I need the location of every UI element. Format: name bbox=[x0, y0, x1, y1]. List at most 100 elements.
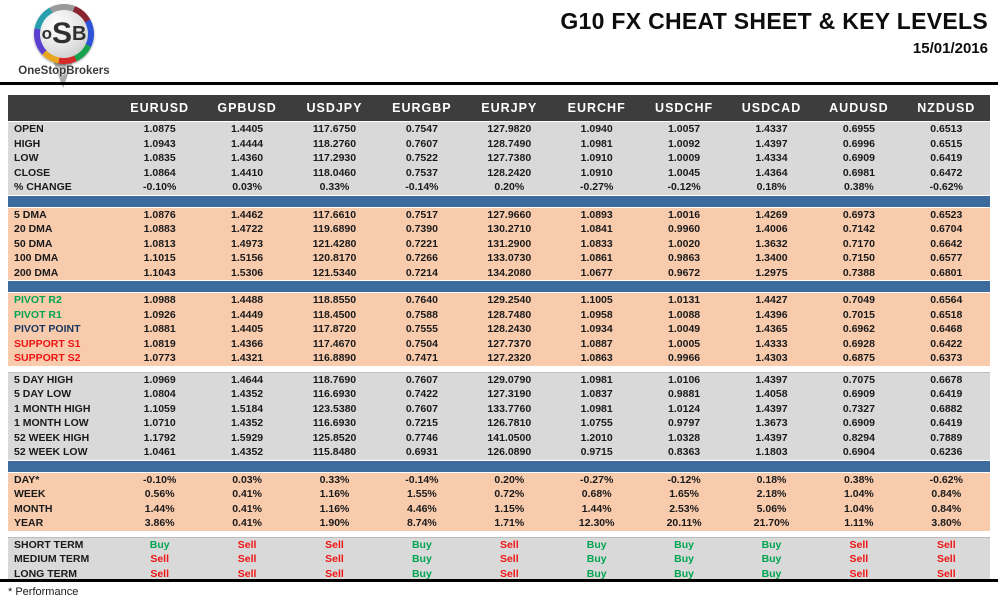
table-cell: 121.4280 bbox=[312, 237, 357, 250]
table-cell: 0.7504 bbox=[405, 337, 438, 350]
table-cell: 0.6931 bbox=[405, 446, 438, 458]
table-cell: 1.4488 bbox=[231, 294, 264, 306]
table-cell: 0.7537 bbox=[405, 166, 438, 179]
row-label: SUPPORT S2 bbox=[14, 352, 81, 364]
column-header-gpbusd: GPBUSD bbox=[217, 101, 277, 115]
table-cell: 1.0328 bbox=[668, 431, 701, 444]
table-cell: 1.0943 bbox=[143, 137, 176, 150]
table-cell: 1.4352 bbox=[231, 446, 264, 458]
table-cell: 0.6577 bbox=[930, 252, 963, 264]
table-cell: Buy bbox=[761, 553, 782, 565]
table-cell: 0.6513 bbox=[930, 123, 963, 135]
report-date: 15/01/2016 bbox=[912, 40, 988, 57]
table-cell: 127.7380 bbox=[487, 152, 532, 164]
table-cell: -0.62% bbox=[929, 181, 963, 193]
table-row-support-s1: SUPPORT S1 1.0819 1.4366 117.4670 0.7504 127.… bbox=[8, 337, 990, 352]
table-cell: 128.2420 bbox=[487, 166, 532, 179]
table-cell: 0.6642 bbox=[930, 237, 963, 250]
row-label: 5 DAY HIGH bbox=[14, 373, 73, 386]
table-cell: 0.7015 bbox=[842, 308, 875, 321]
table-cell: -0.27% bbox=[580, 181, 614, 193]
table-row-high: HIGH 1.0943 1.4444 118.2760 0.7607 128.7490 1.… bbox=[8, 137, 990, 152]
row-label: SUPPORT S1 bbox=[14, 337, 81, 350]
table-cell: 0.6472 bbox=[930, 166, 963, 179]
table-row-medium-term: MEDIUM TERM Sell Sell Sell Buy Sell Buy Buy Buy S… bbox=[8, 552, 990, 567]
table-cell: 1.1803 bbox=[755, 446, 788, 458]
table-cell: 116.6930 bbox=[312, 388, 357, 400]
table-row-5-dma: 5 DMA 1.0876 1.4462 117.6610 0.7517 127.9660 1… bbox=[8, 208, 990, 223]
table-cell: 117.4670 bbox=[312, 337, 357, 350]
table-cell: 1.4644 bbox=[231, 373, 264, 386]
table-cell: 1.4337 bbox=[755, 123, 788, 135]
table-cell: 1.65% bbox=[669, 488, 699, 500]
table-cell: Buy bbox=[761, 538, 782, 551]
blue-section-divider bbox=[8, 195, 990, 207]
table-cell: 1.4973 bbox=[231, 237, 264, 250]
column-header-eurusd: EURUSD bbox=[130, 101, 190, 115]
row-label: PIVOT POINT bbox=[14, 323, 81, 335]
table-cell: 1.4366 bbox=[231, 337, 264, 350]
table-cell: 1.4364 bbox=[755, 166, 788, 179]
logo-letter-o: o bbox=[41, 24, 52, 43]
table-cell: 1.0819 bbox=[143, 337, 176, 350]
table-cell: 0.6704 bbox=[930, 223, 963, 235]
table-cell: 0.41% bbox=[232, 488, 262, 500]
table-cell: 1.0926 bbox=[143, 308, 176, 321]
table-cell: 129.0790 bbox=[487, 373, 532, 386]
table-row-100-dma: 100 DMA 1.1015 1.5156 120.8170 0.7266 133.073… bbox=[8, 251, 990, 266]
table-cell: Sell bbox=[936, 553, 956, 565]
table-cell: Buy bbox=[586, 567, 607, 580]
column-header-audusd: AUDUSD bbox=[829, 101, 889, 115]
table-cell: 116.6930 bbox=[312, 417, 357, 429]
table-cell: 1.4360 bbox=[231, 152, 264, 164]
row-label: 52 WEEK HIGH bbox=[14, 431, 90, 444]
table-row-long-term: LONG TERM Sell Sell Sell Buy Sell Buy Buy Buy Sel… bbox=[8, 567, 990, 582]
logo-letter-b: B bbox=[71, 22, 87, 45]
logo-wordmark: OneStopBrokers bbox=[18, 65, 110, 77]
table-cell: 1.04% bbox=[844, 488, 874, 500]
row-label: LONG TERM bbox=[14, 567, 77, 580]
table-cell: -0.12% bbox=[667, 181, 701, 193]
table-cell: 0.9797 bbox=[668, 417, 701, 429]
column-header-nzdusd: NZDUSD bbox=[917, 101, 976, 115]
table-cell: -0.14% bbox=[405, 473, 439, 486]
table-cell: 0.20% bbox=[494, 473, 525, 486]
table-cell: 1.0910 bbox=[580, 152, 613, 164]
table-cell: 1.4444 bbox=[231, 137, 264, 150]
table-cell: 1.0910 bbox=[580, 166, 613, 179]
table-cell: 127.9660 bbox=[487, 208, 532, 221]
table-cell: Buy bbox=[149, 538, 170, 551]
table-cell: 121.5340 bbox=[312, 266, 357, 279]
table-cell: 1.0861 bbox=[580, 252, 613, 264]
table-cell: 1.5156 bbox=[231, 252, 264, 264]
table-cell: 125.8520 bbox=[312, 431, 357, 444]
table-cell: 1.0883 bbox=[143, 223, 176, 235]
table-cell: 0.9672 bbox=[668, 266, 701, 279]
table-cell: Buy bbox=[411, 538, 432, 551]
row-label: % CHANGE bbox=[14, 181, 72, 193]
table-cell: 0.7142 bbox=[842, 223, 875, 235]
table-cell: 128.7490 bbox=[487, 137, 532, 150]
table-row-20-dma: 20 DMA 1.0883 1.4722 119.6890 0.7390 130.2710… bbox=[8, 222, 990, 237]
table-row-52-week-low: 52 WEEK LOW 1.0461 1.4352 115.8480 0.6931 126… bbox=[8, 445, 990, 460]
table-cell: 1.0710 bbox=[143, 417, 176, 429]
table-row-5-day-high: 5 DAY HIGH 1.0969 1.4644 118.7690 0.7607 129.… bbox=[8, 373, 990, 388]
table-cell: Sell bbox=[237, 553, 257, 565]
row-label: YEAR bbox=[14, 517, 44, 529]
table-cell: 0.7049 bbox=[842, 294, 875, 306]
table-row-week: WEEK 0.56% 0.41% 1.16% 1.55% 0.72% 0.68% 1.65% 2… bbox=[8, 487, 990, 502]
table-cell: 0.6419 bbox=[930, 388, 963, 400]
table-cell: 0.03% bbox=[232, 473, 262, 486]
table-cell: 1.4303 bbox=[755, 352, 788, 364]
table-cell: 1.0677 bbox=[580, 266, 613, 279]
title-block: G10 FX CHEAT SHEET & KEY LEVELS 15/01/20… bbox=[560, 8, 988, 57]
table-cell: 0.6564 bbox=[930, 294, 963, 306]
table-cell: 133.7760 bbox=[487, 402, 532, 415]
table-cell: Buy bbox=[411, 553, 432, 565]
table-cell: Sell bbox=[150, 553, 170, 565]
table-cell: 128.2430 bbox=[487, 323, 532, 335]
table-cell: Sell bbox=[936, 538, 956, 551]
table-cell: 1.5184 bbox=[231, 402, 264, 415]
